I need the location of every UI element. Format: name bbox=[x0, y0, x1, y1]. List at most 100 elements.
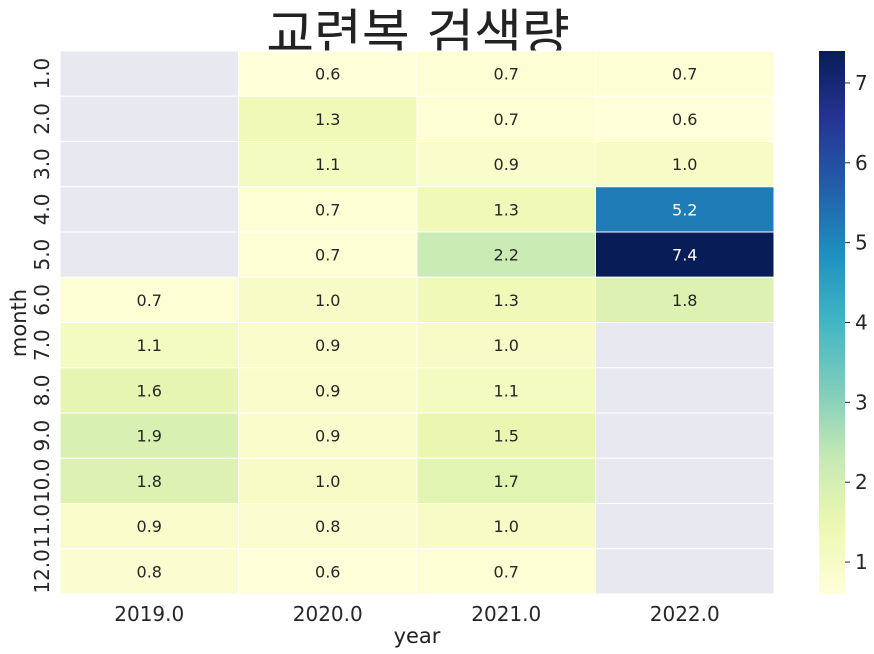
cell-value-label: 0.7 bbox=[672, 65, 697, 84]
y-tick-label: 7.0 bbox=[30, 329, 54, 361]
colorbar-tick-label: 1 bbox=[855, 550, 868, 574]
heatmap-cell bbox=[59, 548, 239, 595]
cell-value-label: 0.9 bbox=[137, 517, 162, 536]
colorbar-tick-label: 4 bbox=[855, 311, 868, 335]
colorbar-tick-label: 7 bbox=[855, 71, 868, 95]
heatmap-cell bbox=[416, 141, 596, 188]
heatmap-cell bbox=[595, 50, 775, 97]
cell-value-label: 1.0 bbox=[315, 291, 340, 310]
heatmap-cell bbox=[595, 367, 775, 414]
cell-value-label: 1.3 bbox=[494, 291, 519, 310]
x-tick-label: 2021.0 bbox=[471, 602, 541, 626]
cell-value-label: 0.7 bbox=[315, 200, 340, 219]
colorbar-tick-label: 5 bbox=[855, 231, 868, 255]
y-axis-label: month bbox=[7, 289, 31, 357]
heatmap-cell bbox=[595, 503, 775, 550]
heatmap-cell bbox=[416, 548, 596, 595]
heatmap-cell bbox=[59, 95, 239, 142]
cell-value-label: 0.7 bbox=[494, 65, 519, 84]
cell-value-label: 1.5 bbox=[494, 427, 519, 446]
x-tick-labels: 2019.0 2020.0 2021.0 2022.0 bbox=[114, 602, 719, 626]
heatmap-cell bbox=[416, 322, 596, 369]
heatmap-cell bbox=[59, 322, 239, 369]
heatmap-cell bbox=[595, 231, 775, 278]
cell-value-label: 1.0 bbox=[315, 472, 340, 491]
heatmap-cell bbox=[238, 457, 418, 504]
heatmap-cell bbox=[416, 367, 596, 414]
x-tick-label: 2020.0 bbox=[293, 602, 363, 626]
heatmap-cell bbox=[595, 412, 775, 459]
cell-value-label: 0.7 bbox=[315, 246, 340, 265]
y-tick-label: 6.0 bbox=[30, 284, 54, 316]
cell-value-label: 0.8 bbox=[315, 517, 340, 536]
cell-value-label: 1.8 bbox=[672, 291, 697, 310]
cell-value-label: 7.4 bbox=[672, 246, 697, 265]
cell-value-label: 1.1 bbox=[137, 336, 162, 355]
heatmap-cell bbox=[59, 50, 239, 97]
cell-value-label: 0.8 bbox=[137, 562, 162, 581]
colorbar-tick-label: 2 bbox=[855, 470, 868, 494]
heatmap-cell bbox=[238, 276, 418, 323]
heatmap-cell bbox=[238, 548, 418, 595]
heatmap-cell bbox=[416, 457, 596, 504]
colorbar-tick-label: 6 bbox=[855, 151, 868, 175]
cell-value-label: 0.7 bbox=[137, 291, 162, 310]
y-tick-label: 11.0 bbox=[30, 504, 54, 549]
heatmap-cell bbox=[595, 322, 775, 369]
cell-value-label: 1.3 bbox=[315, 110, 340, 129]
y-tick-label: 3.0 bbox=[30, 148, 54, 180]
cell-value-label: 1.3 bbox=[494, 200, 519, 219]
heatmap-cell bbox=[595, 457, 775, 504]
cell-value-label: 1.1 bbox=[315, 155, 340, 174]
heatmap-cell bbox=[238, 231, 418, 278]
cell-value-label: 5.2 bbox=[672, 200, 697, 219]
cell-value-label: 1.0 bbox=[494, 336, 519, 355]
cell-value-label: 0.9 bbox=[315, 427, 340, 446]
x-tick-label: 2019.0 bbox=[114, 602, 184, 626]
heatmap-cell bbox=[238, 50, 418, 97]
cell-value-label: 0.9 bbox=[494, 155, 519, 174]
heatmap-cell bbox=[238, 141, 418, 188]
y-tick-label: 5.0 bbox=[30, 239, 54, 271]
heatmap-cell bbox=[238, 367, 418, 414]
heatmap-cell bbox=[595, 141, 775, 188]
cell-value-label: 0.6 bbox=[315, 65, 340, 84]
cell-value-label: 1.7 bbox=[494, 472, 519, 491]
heatmap-cell bbox=[595, 276, 775, 323]
heatmap-cell bbox=[238, 322, 418, 369]
y-tick-label: 9.0 bbox=[30, 420, 54, 452]
x-axis-label: year bbox=[394, 624, 441, 648]
colorbar-tick-label: 3 bbox=[855, 390, 868, 414]
heatmap-cell bbox=[416, 276, 596, 323]
y-tick-label: 2.0 bbox=[30, 103, 54, 135]
cell-value-label: 0.7 bbox=[494, 562, 519, 581]
colorbar-ticks: 1 2 3 4 5 6 7 bbox=[845, 71, 868, 574]
heatmap-cell bbox=[59, 412, 239, 459]
y-tick-labels: 1.0 2.0 3.0 4.0 5.0 6.0 7.0 8.0 9.0 10.011.012.0 bbox=[30, 58, 54, 594]
cell-value-label: 1.0 bbox=[494, 517, 519, 536]
heatmap-cell bbox=[59, 276, 239, 323]
cell-value-label: 1.1 bbox=[494, 381, 519, 400]
cell-value-labels: 0.6 0.7 0.7 1.3 0.7 0.6 1.1 0.9 1.0 0.7 1.3 5.2 0.7 2… bbox=[137, 65, 698, 582]
cell-value-label: 1.0 bbox=[672, 155, 697, 174]
heatmap-cell bbox=[416, 231, 596, 278]
heatmap-cell bbox=[595, 186, 775, 233]
colorbar bbox=[819, 51, 845, 594]
heatmap-cells bbox=[59, 50, 775, 595]
cell-value-label: 0.6 bbox=[315, 562, 340, 581]
cell-value-label: 0.6 bbox=[672, 110, 697, 129]
heatmap-cell bbox=[59, 367, 239, 414]
heatmap-cell bbox=[59, 457, 239, 504]
heatmap-cell bbox=[59, 186, 239, 233]
heatmap-cell bbox=[595, 548, 775, 595]
heatmap-cell bbox=[416, 50, 596, 97]
x-tick-label: 2022.0 bbox=[650, 602, 720, 626]
cell-value-label: 1.9 bbox=[137, 427, 162, 446]
cell-value-label: 0.9 bbox=[315, 336, 340, 355]
heatmap-cell bbox=[59, 231, 239, 278]
heatmap-cell bbox=[59, 141, 239, 188]
heatmap-cell bbox=[238, 186, 418, 233]
y-tick-label: 8.0 bbox=[30, 374, 54, 406]
y-tick-label: 12.0 bbox=[30, 549, 54, 594]
